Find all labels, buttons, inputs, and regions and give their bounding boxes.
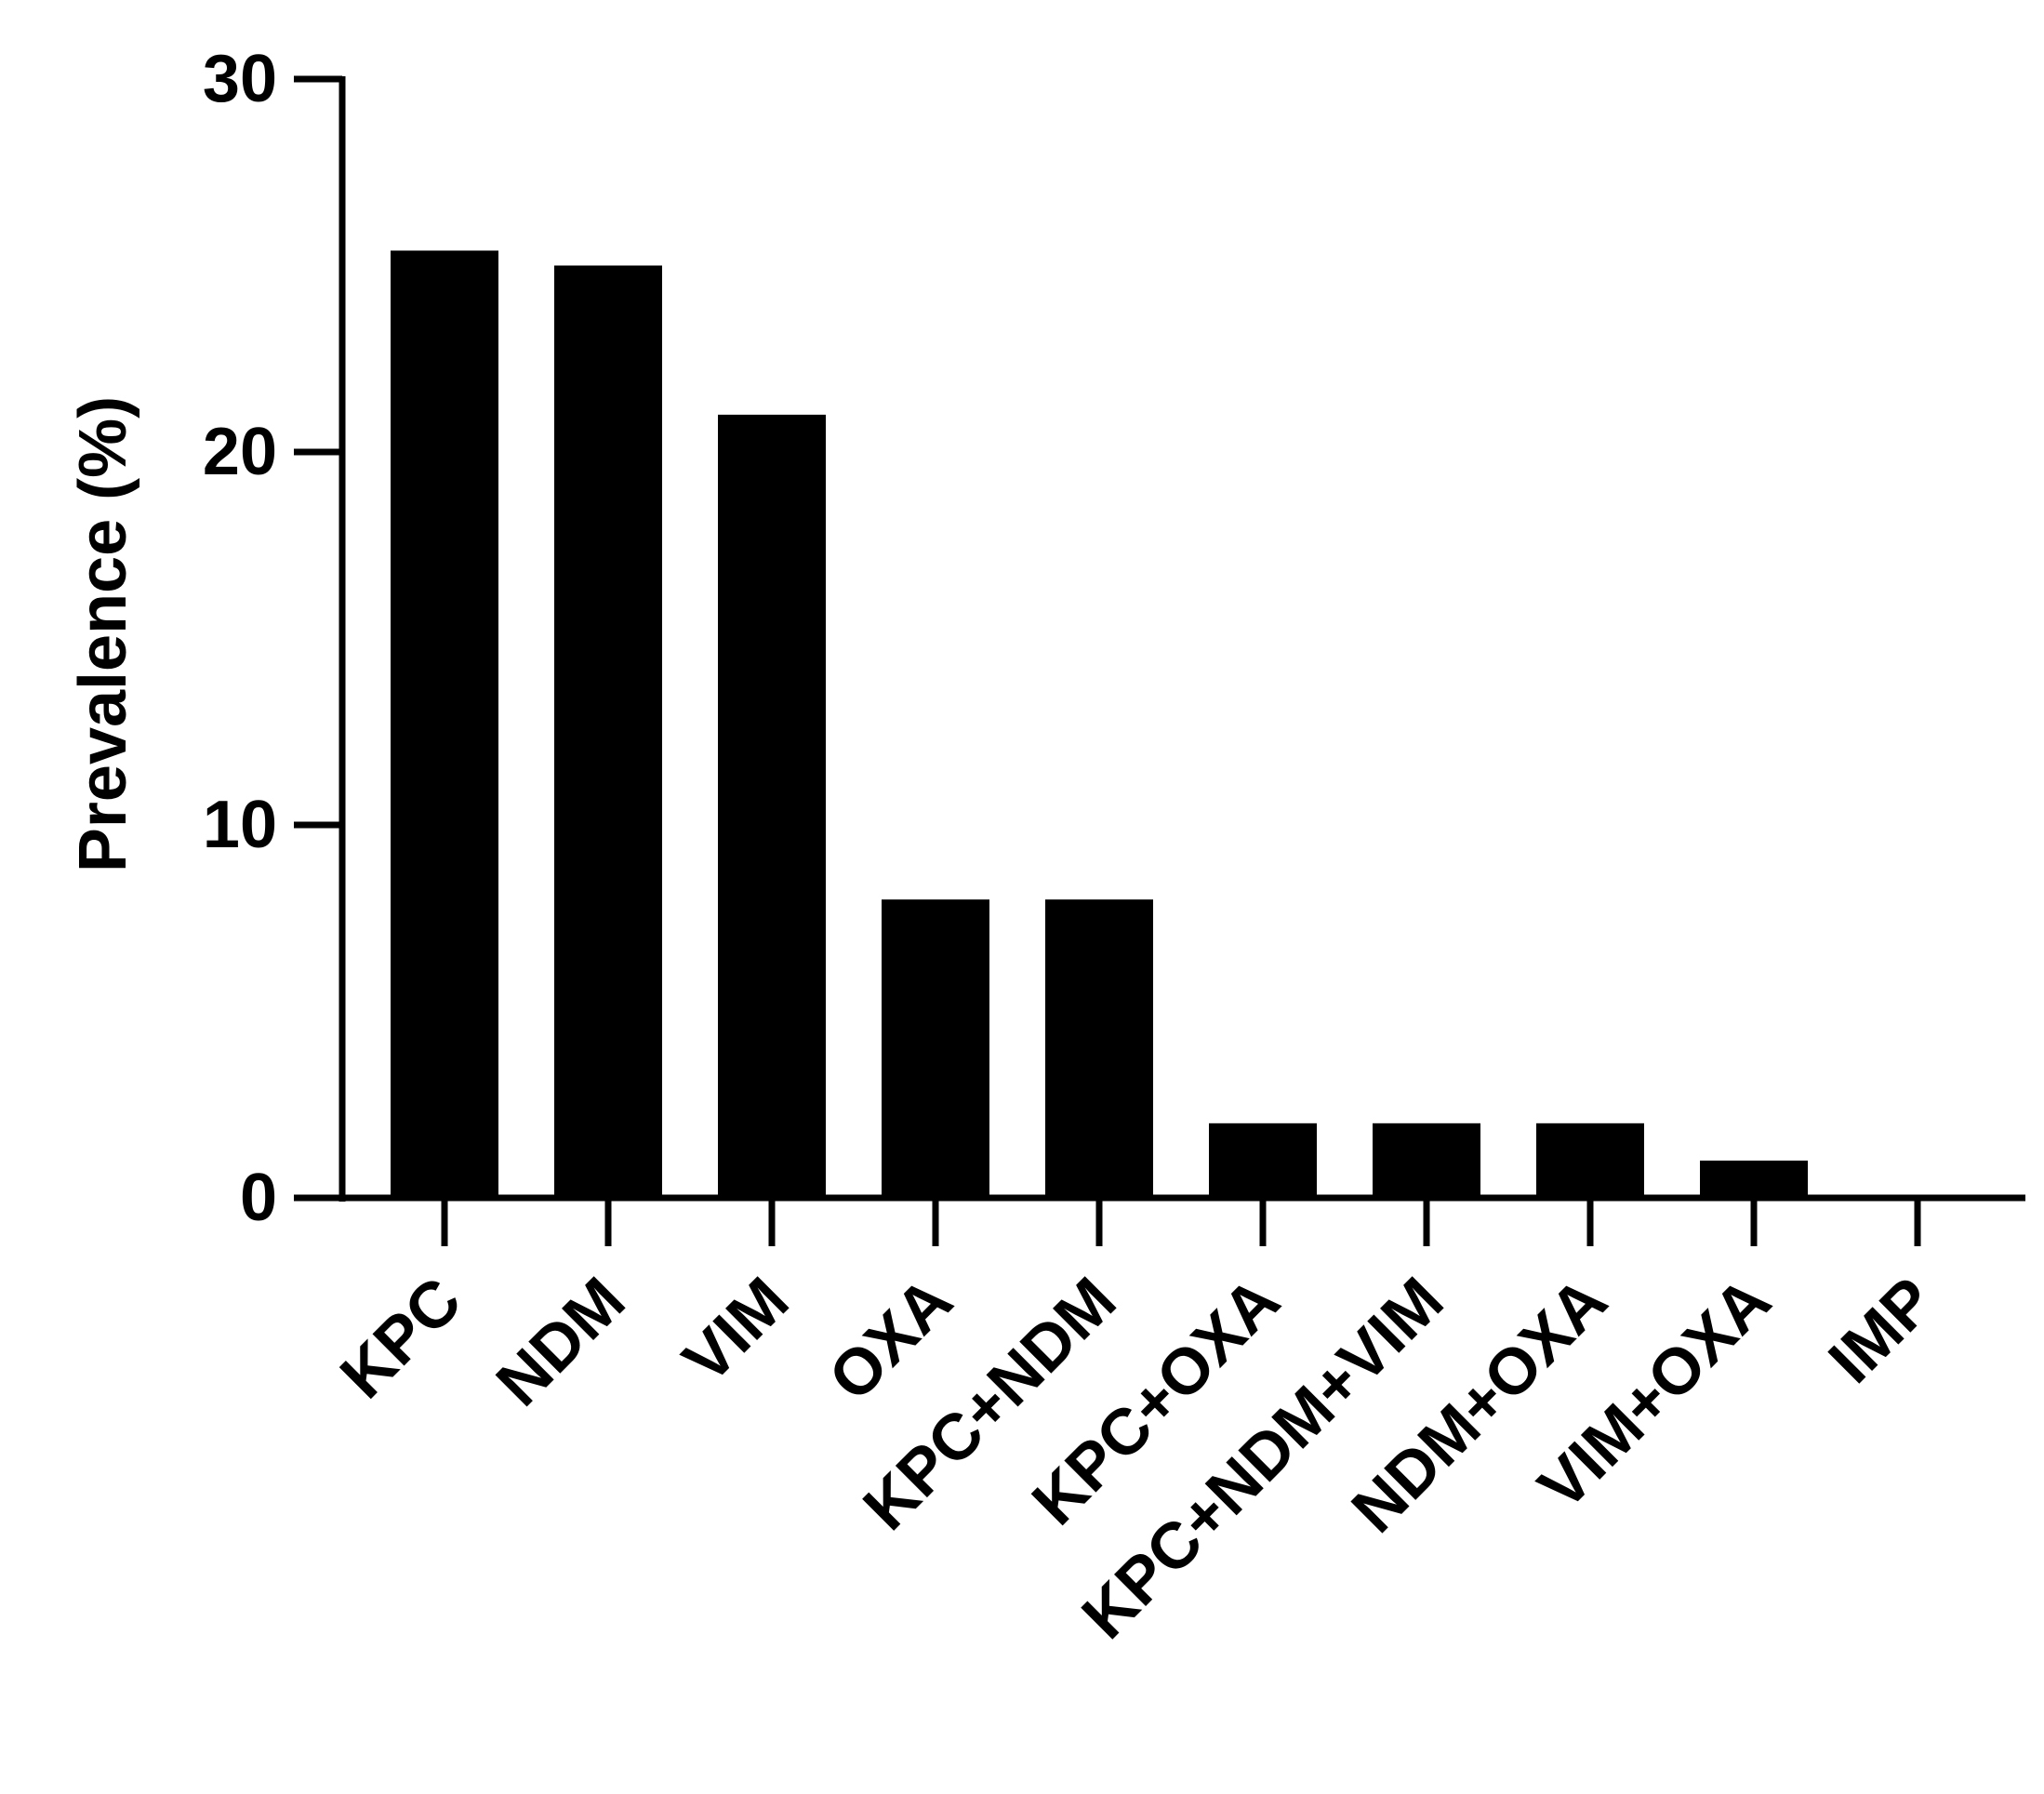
bar-ndm-oxa [1536, 1123, 1644, 1198]
y-axis-label: Prevalence (%) [66, 396, 140, 872]
bar-oxa [882, 899, 989, 1198]
bars-group [391, 250, 1808, 1199]
bar-kpc-oxa [1209, 1123, 1317, 1198]
y-tick-label-30: 30 [203, 42, 277, 116]
y-tick-label-10: 10 [203, 788, 277, 862]
y-ticks-group: 0 10 20 30 [203, 42, 342, 1235]
x-ticks-group: KPC NDM VIM OXAKPC+NDMKPC+OXAKPC+NDM+VIMNDM… [326, 1198, 1948, 1653]
axes-group [338, 76, 2025, 1202]
x-tick-label-vim: VIM [669, 1263, 802, 1396]
x-tick-label-kpc: KPC [326, 1263, 475, 1412]
y-tick-label-20: 20 [203, 415, 277, 489]
bar-ndm [554, 265, 662, 1198]
bar-kpc [391, 250, 498, 1199]
bar-vim-oxa [1700, 1160, 1808, 1198]
bar-vim [718, 414, 826, 1198]
x-tick-label-oxa: OXA [815, 1263, 965, 1414]
x-tick-label-ndm: NDM [483, 1263, 639, 1419]
bar-kpc-ndm-vim [1373, 1123, 1480, 1198]
y-tick-label-0: 0 [240, 1161, 277, 1235]
x-tick-label-imp: IMP [1814, 1263, 1947, 1396]
bar-kpc-ndm [1045, 899, 1153, 1198]
